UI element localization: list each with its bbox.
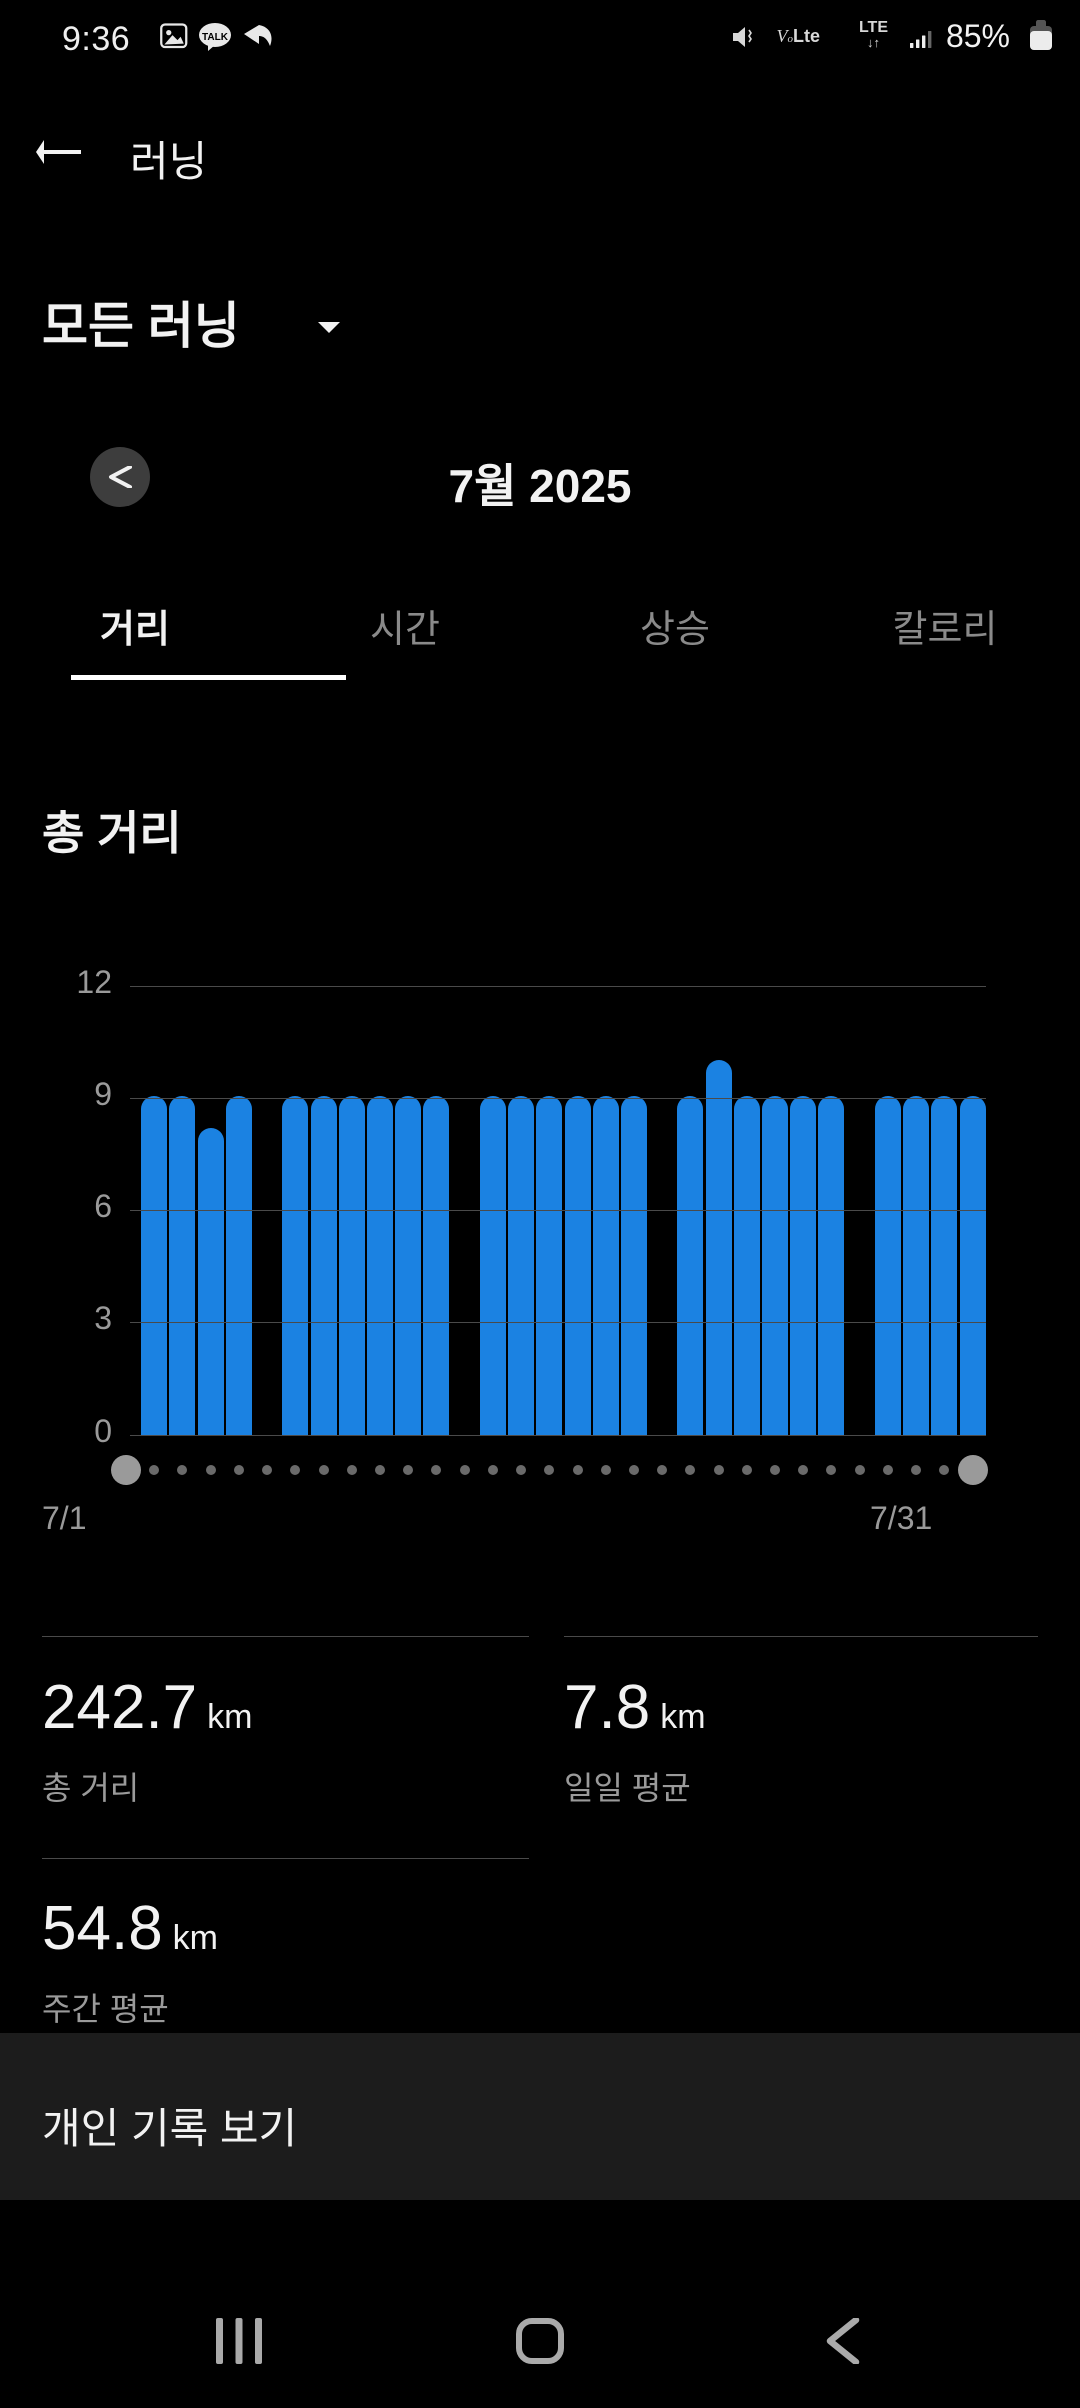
svg-text:TALK: TALK <box>202 32 229 43</box>
